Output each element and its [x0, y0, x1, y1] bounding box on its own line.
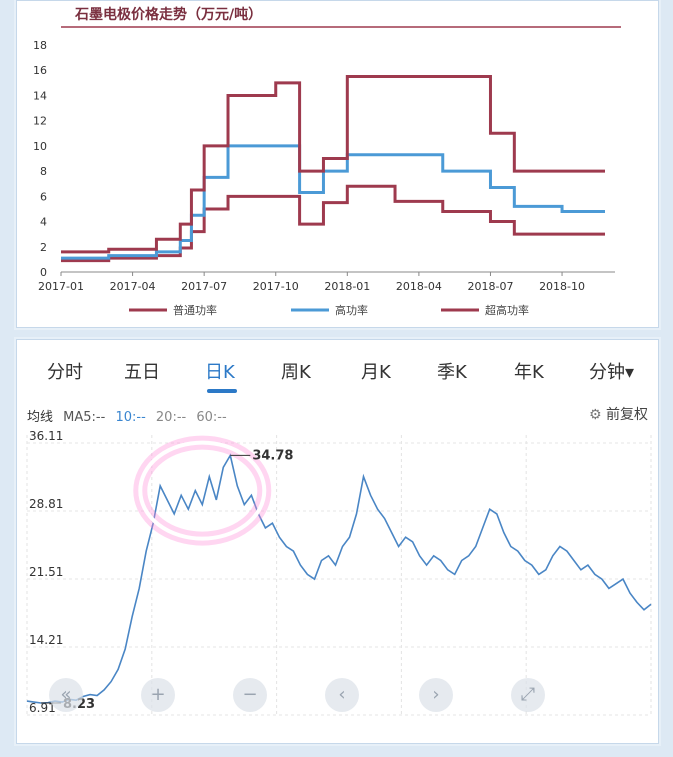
price-trend-chart-card: 石墨电极价格走势（万元/吨） 0 2 4 6 8 10 12 14 16 18 2017-01 2017…	[16, 0, 659, 328]
x-tick-label: 2017-07	[181, 280, 227, 293]
legend-label: 超高功率	[485, 303, 529, 317]
period-tab-bar: 分时 五日 日K 周K 月K 季K 年K 分钟▾	[17, 348, 658, 394]
y-tick-label: 12	[33, 115, 47, 128]
x-tick-label: 2017-01	[38, 280, 84, 293]
tab-intraday[interactable]: 分时	[47, 362, 83, 383]
tab-monthly-k[interactable]: 月K	[361, 362, 391, 383]
y-tick-label: 6	[40, 190, 47, 203]
y-tick-label: 4	[40, 216, 47, 229]
scroll-left-icon[interactable]: ‹	[325, 678, 359, 712]
chart-title: 石墨电极价格走势（万元/吨）	[74, 6, 262, 23]
series-line-1	[61, 144, 605, 260]
x-tick-label: 2018-01	[324, 280, 370, 293]
y-tick-label: 8	[40, 165, 47, 178]
max-label: 34.78	[252, 448, 293, 463]
tab-yearly-k[interactable]: 年K	[514, 362, 544, 383]
series-line-2	[61, 75, 605, 254]
fullscreen-icon[interactable]: ⤢	[511, 678, 545, 712]
y-tick-label: 0	[40, 266, 47, 279]
price-line	[26, 453, 652, 704]
y-tick-label: 14.21	[29, 633, 63, 647]
highlight-ring	[138, 440, 267, 541]
stock-chart-card: 分时 五日 日K 周K 月K 季K 年K 分钟▾ 均线 MA5:-- 10:--…	[16, 339, 659, 744]
legend-label: 高功率	[335, 303, 368, 317]
y-tick-label: 28.81	[29, 497, 63, 511]
adjustment-label: 前复权	[606, 407, 648, 423]
tab-quarterly-k[interactable]: 季K	[437, 362, 467, 383]
y-tick-label: 18	[33, 39, 47, 52]
tab-five-day[interactable]: 五日	[124, 362, 160, 383]
x-tick-label: 2017-04	[110, 280, 156, 293]
y-tick-label: 6.91	[29, 701, 56, 715]
tab-daily-k[interactable]: 日K	[205, 362, 235, 383]
zoom-out-icon[interactable]: −	[233, 678, 267, 712]
y-tick-label: 16	[33, 64, 47, 77]
y-tick-label: 36.11	[29, 429, 63, 443]
x-tick-label: 2017-10	[253, 280, 299, 293]
moving-average-legend: 均线 MA5:-- 10:-- 20:-- 60:--	[27, 406, 233, 425]
x-tick-label: 2018-04	[396, 280, 442, 293]
rewind-icon[interactable]: «	[49, 678, 83, 712]
adjustment-setting[interactable]: ⚙ 前复权	[589, 404, 648, 424]
zoom-in-icon[interactable]: +	[141, 678, 175, 712]
y-tick-label: 21.51	[29, 565, 63, 579]
x-tick-label: 2018-10	[539, 280, 585, 293]
tab-weekly-k[interactable]: 周K	[281, 362, 311, 383]
legend-label: 普通功率	[173, 303, 217, 317]
ma5-value: MA5:--	[63, 410, 106, 425]
active-tab-indicator	[207, 389, 237, 393]
series-line-0	[61, 184, 605, 263]
gear-icon: ⚙	[588, 407, 602, 423]
graphite-price-chart: 石墨电极价格走势（万元/吨） 0 2 4 6 8 10 12 14 16 18 2017-01 2017…	[33, 6, 621, 317]
ma10-value: 10:--	[115, 410, 146, 425]
ma20-value: 20:--	[155, 410, 187, 425]
x-tick-label: 2018-07	[467, 280, 513, 293]
scroll-right-icon[interactable]: ›	[419, 678, 453, 712]
ma60-value: 60:--	[196, 410, 227, 425]
y-tick-label: 2	[40, 241, 47, 254]
ma-label: 均线	[27, 410, 54, 425]
tab-minute[interactable]: 分钟▾	[589, 362, 635, 383]
y-tick-label: 10	[33, 140, 47, 153]
y-tick-label: 14	[33, 89, 47, 102]
